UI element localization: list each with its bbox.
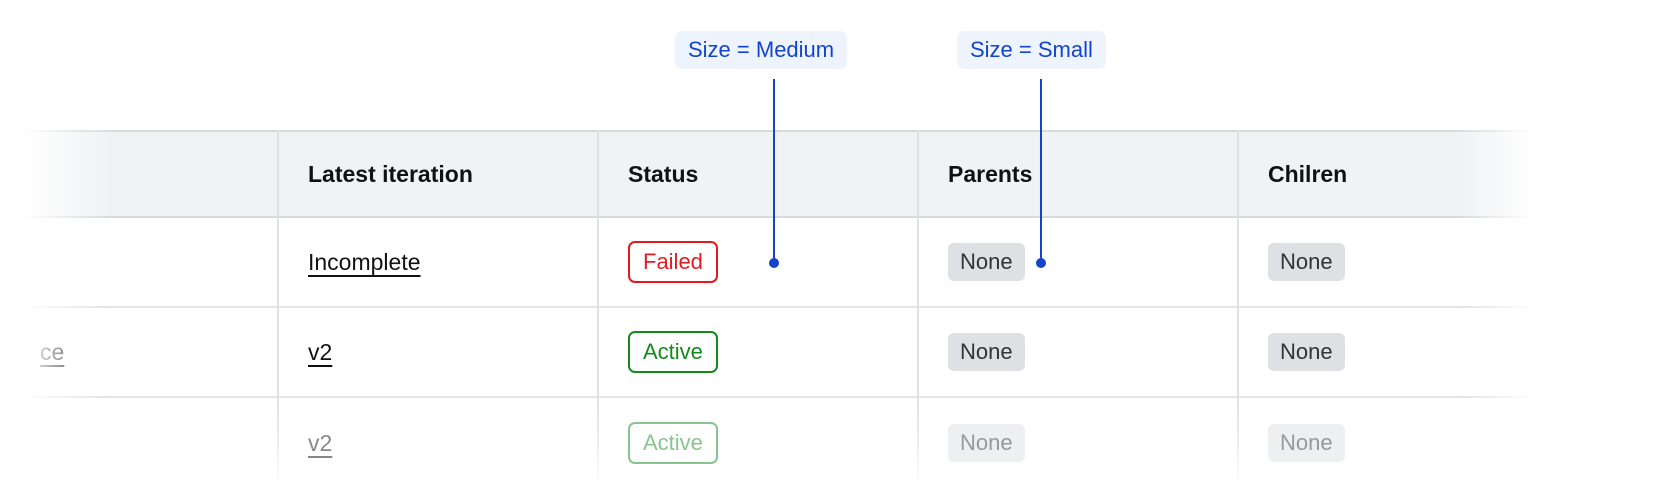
iteration-link[interactable]: Incomplete: [308, 248, 421, 275]
column-divider: [597, 130, 599, 494]
children-tag: None: [1268, 243, 1345, 281]
column-divider: [1237, 130, 1239, 494]
table-header: Latest iteration Status Parents Chilren: [0, 130, 1530, 218]
column-header-parents[interactable]: Parents: [948, 160, 1033, 187]
status-badge: Failed: [628, 241, 718, 283]
parents-tag: None: [948, 243, 1025, 281]
parents-tag: None: [948, 333, 1025, 371]
annotation-dot: [1036, 258, 1046, 268]
column-divider: [917, 130, 919, 494]
annotation-size-medium: Size = Medium: [675, 31, 848, 69]
status-badge: Active: [628, 422, 718, 464]
children-tag: None: [1268, 333, 1345, 371]
column-header-status[interactable]: Status: [628, 160, 699, 187]
left-fade: [0, 120, 110, 494]
table-row: v2 Active None None: [0, 398, 1530, 488]
annotation-dot: [769, 258, 779, 268]
children-tag: None: [1268, 424, 1345, 462]
annotation-line: [1040, 79, 1042, 263]
table-row: ce v2 Active None None: [0, 308, 1530, 398]
status-badge: Active: [628, 331, 718, 373]
column-header-children[interactable]: Chilren: [1268, 160, 1348, 187]
bottom-fade: [0, 478, 1672, 494]
right-fade: [1460, 120, 1672, 494]
column-divider: [277, 130, 279, 494]
annotation-size-small: Size = Small: [957, 31, 1106, 69]
annotation-line: [773, 79, 775, 263]
column-header-latest-iteration[interactable]: Latest iteration: [308, 160, 473, 187]
iteration-link[interactable]: v2: [308, 429, 333, 456]
table-row: Incomplete Failed None None: [0, 218, 1530, 308]
data-table: Latest iteration Status Parents Chilren …: [0, 130, 1530, 494]
parents-tag: None: [948, 424, 1025, 462]
iteration-link[interactable]: v2: [308, 338, 333, 365]
